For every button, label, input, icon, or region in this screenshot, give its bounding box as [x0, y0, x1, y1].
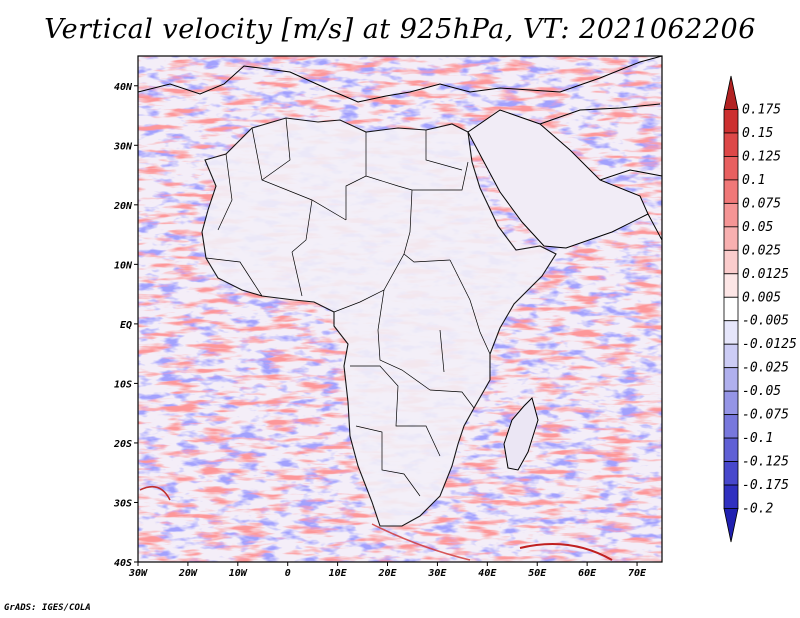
colorbar-segment [723, 273, 739, 298]
y-tick-label: 10S [114, 379, 132, 390]
country-borders [205, 117, 491, 497]
x-tick-label: 30W [128, 568, 148, 579]
colorbar-segment [723, 132, 739, 157]
colorbar-level-label: -0.175 [742, 478, 789, 493]
x-tick-label: 40E [478, 568, 497, 579]
y-tick-label: 30N [113, 141, 133, 152]
colorbar-level-label: 0.15 [742, 126, 773, 141]
y-tick-label: 10N [114, 260, 133, 271]
y-tick-label: 30S [113, 498, 132, 509]
colorbar-segment [723, 367, 739, 392]
x-tick-label: 0 [285, 568, 291, 579]
asia-coastline [539, 103, 662, 241]
arabian-peninsula [467, 109, 649, 249]
colorbar-level-label: -0.075 [742, 408, 789, 423]
streak-southwest [139, 485, 171, 501]
colorbar-level-label: 0.005 [742, 290, 781, 305]
streak-south [371, 523, 471, 561]
colorbar-level-label: -0.025 [742, 361, 789, 376]
colorbar-segment [723, 508, 739, 543]
x-tick-label: 10W [229, 568, 248, 579]
x-tick-label: 20E [377, 568, 397, 579]
colorbar-level-label: -0.0125 [742, 337, 797, 352]
colorbar-segment [723, 109, 739, 134]
colorbar-segment [723, 414, 739, 439]
x-tick-label: 10E [329, 568, 348, 579]
x-tick-label: 60E [578, 568, 597, 579]
y-tick-label: 20N [113, 201, 133, 212]
colorbar-segment [723, 296, 739, 322]
y-tick-label: 20S [113, 439, 132, 450]
grads-credit: GrADS: IGES/COLA [4, 603, 91, 613]
colorbar-segment [723, 484, 739, 509]
colorbar-segment [723, 320, 739, 345]
x-tick-label: 50E [528, 568, 547, 579]
colorbar-segment [723, 343, 739, 369]
colorbar-level-label: 0.05 [742, 220, 773, 235]
colorbar-level-label: -0.05 [742, 384, 781, 399]
x-tick-label: 70E [628, 568, 647, 579]
colorbar-level-label: -0.005 [742, 314, 789, 329]
colorbar-segment [723, 226, 739, 251]
colorbar-segment [723, 179, 739, 204]
colorbar-level-label: -0.1 [742, 431, 773, 446]
colorbar-segment [723, 437, 739, 462]
colorbar-segment [723, 390, 739, 416]
x-tick-label: 30E [427, 568, 447, 579]
y-tick-label: 40S [114, 558, 132, 569]
y-tick-label: 40N [114, 82, 133, 93]
streak-southeast [519, 543, 613, 561]
colorbar-level-label: 0.125 [742, 149, 781, 164]
colorbar-level-label: 0.175 [742, 102, 781, 117]
x-tick-label: 20W [178, 568, 198, 579]
colorbar-segment [723, 249, 739, 275]
colorbar-level-label: 0.1 [742, 173, 765, 188]
colorbar-segment [723, 461, 739, 486]
y-tick-label: EQ [120, 320, 132, 331]
plot-frame [137, 55, 663, 563]
figure-title: Vertical velocity [m/s] at 925hPa, VT: 2… [44, 14, 756, 45]
x-axis: 30W 20W 10W 0 10E 20E 30E 40E 50E 60E 70E [128, 562, 647, 579]
colorbar-level-label: -0.2 [742, 502, 773, 517]
colorbar-level-label: 0.0125 [742, 267, 789, 282]
colorbar-level-label: 0.025 [742, 243, 781, 258]
colorbar-level-label: -0.125 [742, 455, 789, 470]
madagascar [503, 397, 539, 471]
colorbar-segment [723, 156, 739, 181]
europe-coastline [138, 56, 662, 103]
colorbar-segment [723, 75, 739, 110]
colorbar-segment [723, 202, 739, 228]
y-axis: 40S 30S 20S 10S EQ 10N 20N 30N 40N [113, 82, 138, 569]
colorbar-level-label: 0.075 [742, 196, 781, 211]
